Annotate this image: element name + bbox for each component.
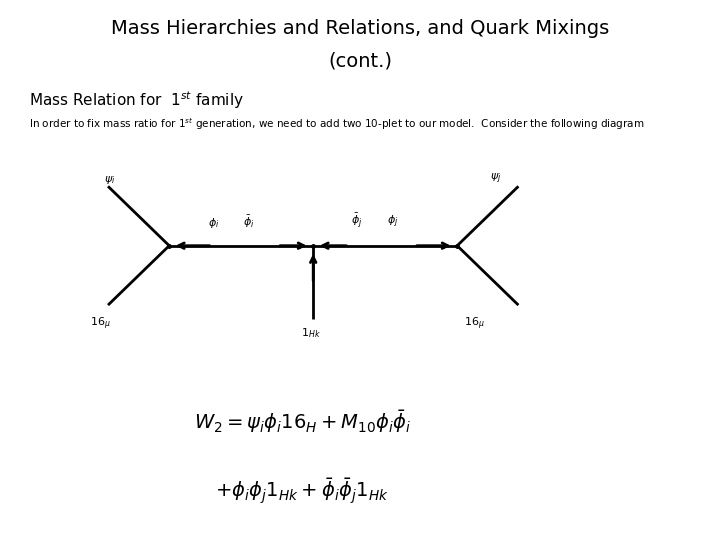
Text: $\bar{\phi}_i$: $\bar{\phi}_i$: [243, 213, 254, 230]
Text: $\bar{\phi}_j$: $\bar{\phi}_j$: [351, 211, 362, 230]
Text: $16_{\mu}$: $16_{\mu}$: [464, 316, 485, 332]
Text: $\psi_i$: $\psi_i$: [104, 174, 116, 186]
Text: $+\phi_i\phi_j 1_{Hk} + \bar{\phi}_i\bar{\phi}_j 1_{Hk}$: $+\phi_i\phi_j 1_{Hk} + \bar{\phi}_i\bar…: [215, 477, 390, 506]
Text: $W_2 = \psi_i\phi_i 16_H + M_{10}\phi_i\bar{\phi}_i$: $W_2 = \psi_i\phi_i 16_H + M_{10}\phi_i\…: [194, 408, 411, 435]
Text: (cont.): (cont.): [328, 51, 392, 70]
Text: $\phi_j$: $\phi_j$: [387, 213, 398, 230]
Text: Mass Relation for  1$^{st}$ family: Mass Relation for 1$^{st}$ family: [29, 89, 244, 111]
Text: $\psi_j$: $\psi_j$: [490, 172, 501, 186]
Text: $1_{Hk}$: $1_{Hk}$: [301, 327, 321, 341]
Text: $16_{\mu}$: $16_{\mu}$: [90, 316, 111, 332]
Text: $\phi_i$: $\phi_i$: [208, 215, 220, 230]
Text: Mass Hierarchies and Relations, and Quark Mixings: Mass Hierarchies and Relations, and Quar…: [111, 19, 609, 38]
Text: In order to fix mass ratio for 1$^{st}$ generation, we need to add two 10-plet t: In order to fix mass ratio for 1$^{st}$ …: [29, 116, 644, 132]
